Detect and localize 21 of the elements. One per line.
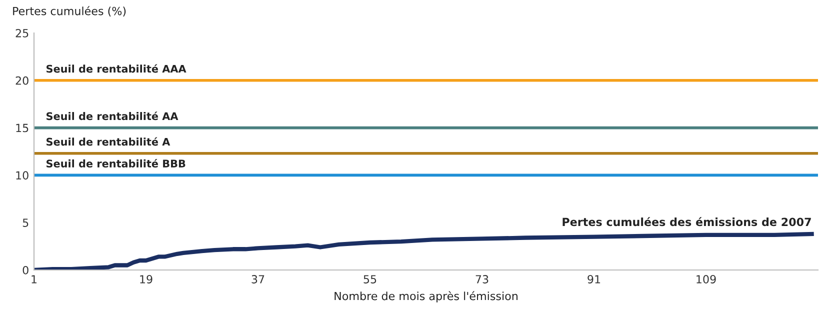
ref-line-label: Seuil de rentabilité AAA bbox=[46, 64, 186, 73]
ref-line-label: Seuil de rentabilité AA bbox=[46, 112, 178, 120]
x-tick-label: 1 bbox=[32, 275, 37, 284]
y-tick-label: 5 bbox=[22, 218, 28, 227]
x-tick-label: 19 bbox=[140, 275, 152, 284]
x-tick-label: 73 bbox=[476, 275, 488, 284]
y-tick-label: 25 bbox=[16, 28, 28, 38]
line-series bbox=[34, 232, 814, 270]
x-tick-label: 55 bbox=[364, 275, 376, 284]
y-tick-label: 20 bbox=[16, 76, 28, 85]
ref-line-label: Seuil de rentabilité A bbox=[46, 137, 170, 146]
y-tick-label: 10 bbox=[16, 171, 28, 180]
y-tick-label: 15 bbox=[16, 124, 28, 132]
x-tick-label: 91 bbox=[588, 275, 600, 284]
ref-line-label: Seuil de rentabilité BBB bbox=[46, 159, 186, 168]
x-tick-label: 37 bbox=[252, 275, 264, 284]
y-axis-title: Pertes cumulées (%) bbox=[13, 6, 126, 17]
x-tick-label: 109 bbox=[696, 275, 716, 284]
x-axis-title: Nombre de mois après l'émission bbox=[334, 291, 518, 302]
y-tick-label: 0 bbox=[22, 266, 28, 274]
series-label: Pertes cumulées des émissions de 2007 bbox=[562, 217, 811, 226]
